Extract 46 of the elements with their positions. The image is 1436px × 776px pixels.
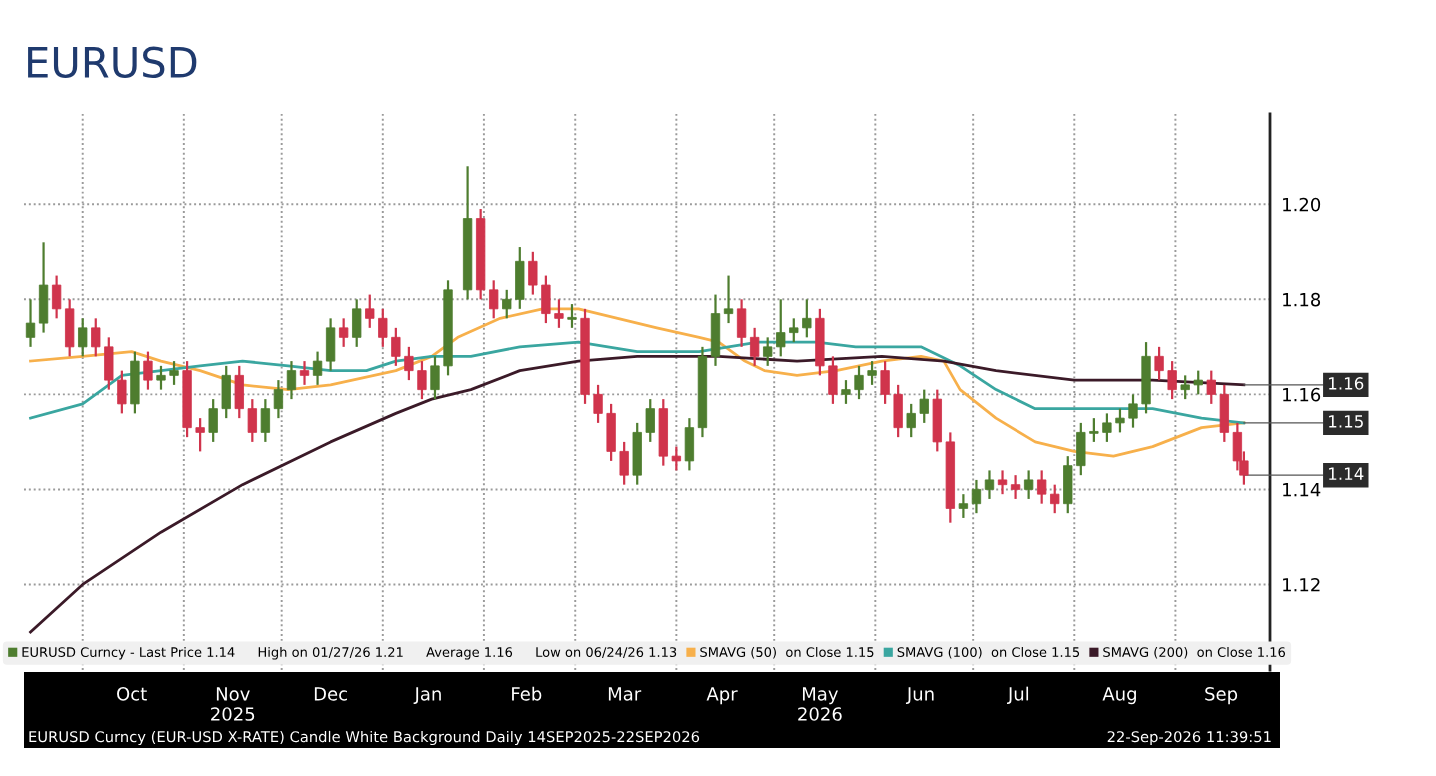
candlestick	[971, 478, 982, 515]
candlestick	[25, 298, 36, 348]
x-tick-label: Mar	[608, 687, 642, 701]
candlestick	[352, 298, 362, 348]
candlestick	[567, 302, 577, 329]
candlestick	[749, 326, 760, 367]
candlestick	[1023, 469, 1034, 501]
x-tick-label: Feb	[512, 686, 542, 701]
candlestick	[710, 293, 721, 367]
candlestick	[1010, 474, 1021, 501]
candlestick	[130, 350, 140, 415]
y-tick-label: 1.14	[1283, 483, 1321, 497]
candlestick	[723, 274, 734, 325]
candlestick	[143, 350, 153, 391]
candlestick	[38, 241, 49, 334]
candlestick	[684, 417, 695, 472]
candlestick	[958, 493, 969, 520]
candlestick	[312, 350, 323, 386]
x-tick-label: Nov 2025	[211, 687, 255, 721]
annotation: 1.15	[1329, 415, 1363, 428]
x-tick-label: Dec	[314, 687, 347, 701]
candlestick	[984, 469, 995, 501]
y-tick-label: 1.12	[1283, 577, 1320, 592]
x-tick-label: May 2026	[798, 687, 842, 721]
x-tick-label: Apr	[706, 687, 738, 705]
y-tick-label: 1.18	[1283, 292, 1321, 307]
candlestick	[286, 360, 297, 401]
y-tick-label: 1.20	[1283, 197, 1321, 212]
annotation: 1.14	[1329, 467, 1364, 480]
candlestick	[997, 469, 1008, 496]
candlestick	[299, 360, 310, 386]
x-tick-label: Jul	[1007, 686, 1029, 704]
x-tick-label: Aug	[1102, 687, 1136, 705]
x-tick-label: Jan	[413, 687, 441, 704]
x-tick-label: Jun	[905, 687, 934, 704]
candlestick	[736, 298, 747, 348]
annotation: 1.16	[1329, 377, 1364, 390]
candlestick	[78, 317, 88, 358]
candlestick	[273, 379, 284, 420]
x-tick-label: Sep	[1205, 686, 1238, 705]
x-tick-label: Oct	[117, 686, 147, 701]
y-tick-label: 1.16	[1283, 387, 1321, 402]
candlestick	[260, 398, 271, 444]
candlestick	[325, 317, 336, 372]
chart-title: EURUSD	[28, 46, 197, 79]
candlestick	[338, 317, 349, 348]
